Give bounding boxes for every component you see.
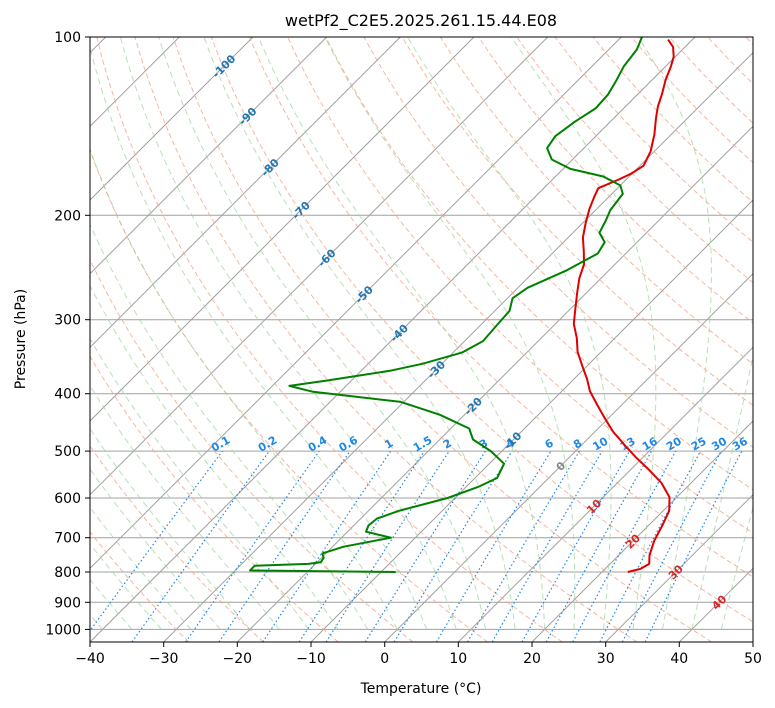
moist-adiabat [90, 384, 280, 630]
y-axis-label: Pressure (hPa) [13, 289, 29, 389]
x-axis-label: Temperature (°C) [360, 681, 482, 697]
x-tick-label: −30 [149, 651, 179, 667]
y-tick-label: 800 [54, 565, 81, 581]
mixing-ratio-line [298, 450, 425, 642]
x-axis-ticks: −40 −30 −20 −10 0 10 20 30 40 50 [75, 642, 762, 667]
dry-adiabat [401, 37, 753, 406]
moist-adiabat [407, 37, 612, 630]
y-tick-label: 200 [54, 208, 81, 224]
profile-series [249, 37, 675, 573]
mixing-ratio-line [90, 450, 223, 632]
moist-adiabat [257, 37, 546, 630]
mixing-ratio-line [131, 450, 270, 642]
dry-adiabat [325, 37, 753, 491]
mixing-ratio-lines [90, 450, 743, 642]
moist-adiabat [510, 37, 657, 630]
y-tick-label: 400 [54, 387, 81, 403]
y-tick-label: 100 [54, 30, 81, 46]
isotherm-line [90, 37, 328, 275]
x-tick-label: 50 [744, 651, 762, 667]
x-tick-label: 30 [597, 651, 615, 667]
isotherm-line [457, 346, 753, 642]
isotherm-line [90, 37, 254, 201]
dry-adiabat [210, 37, 753, 623]
dry-adiabat [554, 37, 753, 243]
moist-adiabat [90, 506, 192, 630]
moist-adiabat [203, 37, 516, 630]
moist-adiabat [637, 37, 712, 630]
x-tick-label: 40 [670, 651, 688, 667]
y-tick-label: 300 [54, 313, 81, 329]
moist-adiabat [691, 353, 753, 630]
mixing-ratio-line [644, 450, 743, 642]
x-tick-label: −40 [75, 651, 105, 667]
dry-adiabat [592, 37, 753, 204]
moist-adiabat [720, 505, 753, 630]
y-tick-label: 600 [54, 491, 81, 507]
moist-adiabat [90, 468, 221, 630]
isotherm-line [236, 125, 753, 642]
moist-adiabat [158, 37, 487, 630]
mixing-ratio-line [545, 450, 653, 642]
mixing-ratio-line [185, 450, 320, 642]
mixing-ratio-line [325, 450, 450, 642]
x-tick-label: −10 [296, 651, 326, 667]
dry-adiabat [363, 37, 753, 449]
isotherm-line [310, 199, 753, 642]
y-tick-label: 700 [54, 531, 81, 547]
y-tick-label: 500 [54, 444, 81, 460]
isotherm-lines [90, 37, 753, 642]
moist-adiabat [119, 37, 457, 630]
x-tick-label: −20 [223, 651, 253, 667]
moist-adiabat [90, 427, 251, 630]
y-axis-ticks: 100 200 300 400 500 600 700 800 900 1000 [45, 30, 90, 638]
isotherm-line [384, 272, 753, 642]
mixing-ratio-line [218, 450, 351, 642]
x-tick-label: 10 [449, 651, 467, 667]
isotherm-line [163, 51, 753, 642]
mixing-ratio-line [521, 450, 631, 642]
isotherm-line [90, 37, 622, 570]
plot-frame [89, 36, 754, 643]
x-tick-label: 0 [380, 651, 389, 667]
x-tick-label: 20 [523, 651, 541, 667]
plot-area: 0.1 0.2 0.4 0.6 1 1.5 2 3 4 6 8 10 13 16 20 25 30 36-100-… [90, 37, 753, 642]
moist-adiabat [90, 578, 133, 630]
dry-adiabat [439, 37, 753, 365]
isotherm-line [605, 493, 753, 642]
isotherm-line [90, 37, 696, 642]
isotherm-line [90, 37, 475, 422]
mixing-ratio-line [393, 450, 513, 642]
temperature-profile-line [572, 39, 675, 573]
moist-adiabat [90, 284, 339, 630]
moist-adiabat [90, 543, 162, 630]
isotherm-line [90, 37, 549, 496]
moist-adiabat [324, 37, 576, 630]
mixing-ratio-line [572, 450, 677, 642]
dry-adiabat [90, 355, 339, 642]
y-tick-label: 900 [54, 595, 81, 611]
dry-adiabat [96, 37, 563, 642]
isotherm-line [531, 420, 753, 642]
chart-title: wetPf2_C2E5.2025.261.15.44.E08 [285, 11, 557, 31]
mixing-ratio-line [262, 450, 392, 642]
dry-adiabat [90, 258, 414, 642]
isobar-gridlines [90, 37, 753, 630]
dry-adiabat [172, 37, 712, 642]
dewpoint-profile-line [249, 37, 643, 573]
moist-adiabat [90, 337, 310, 630]
moist-adiabat [90, 44, 428, 630]
moist-adiabat-lines [90, 37, 753, 630]
moist-adiabat [90, 222, 369, 630]
y-tick-label: 1000 [45, 622, 81, 638]
dry-adiabat [90, 530, 190, 642]
